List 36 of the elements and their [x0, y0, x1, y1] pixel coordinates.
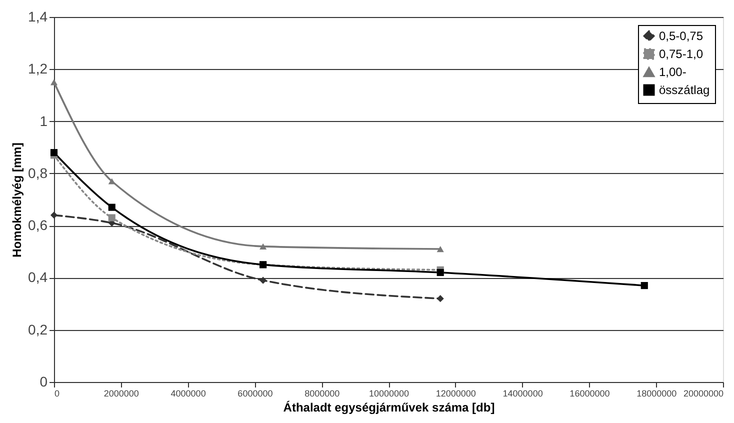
x-tick-label: 6000000 [238, 388, 273, 398]
point [260, 243, 267, 250]
x-axis-title: Áthaladt egységjárművek száma [db] [283, 400, 495, 414]
legend-label: 1,00- [659, 65, 686, 79]
point [50, 149, 58, 156]
point [108, 214, 116, 222]
y-tick-label: 0,4 [28, 269, 48, 286]
point [436, 295, 444, 302]
point [108, 204, 116, 211]
y-tick-label: 1 [40, 112, 48, 129]
y-tick-label: 0,2 [28, 321, 48, 338]
point [436, 246, 444, 252]
point [50, 212, 58, 219]
point [108, 178, 116, 184]
x-tick-label: 16000000 [570, 388, 610, 398]
point [260, 276, 267, 284]
y-tick-label: 0,8 [28, 164, 48, 181]
x-tick-label: 12000000 [436, 388, 476, 398]
point [640, 282, 648, 290]
x-tick-label: 20000000 [683, 388, 724, 398]
x-tick-label: 0 [54, 388, 60, 398]
x-tick-label: 4000000 [170, 388, 206, 398]
y-axis-title: Homokmélyég [mm] [10, 142, 24, 258]
x-tick-label: 2000000 [104, 388, 139, 398]
legend-label: összátlag [659, 83, 710, 97]
x-tick-label: 8000000 [304, 388, 340, 398]
x-tick-label: 10000000 [368, 388, 410, 398]
x-tick-label: 14000000 [502, 388, 543, 398]
legend-label: 0,75-1,0 [659, 47, 704, 61]
legend-label: 0,5-0,75 [659, 29, 704, 43]
y-tick-label: 0,6 [28, 217, 48, 234]
point [436, 268, 444, 276]
y-tick-label: 1,2 [28, 60, 48, 77]
x-tick-label: 18000000 [636, 388, 677, 398]
point [50, 79, 58, 86]
y-tick-label: 1,4 [28, 8, 48, 24]
